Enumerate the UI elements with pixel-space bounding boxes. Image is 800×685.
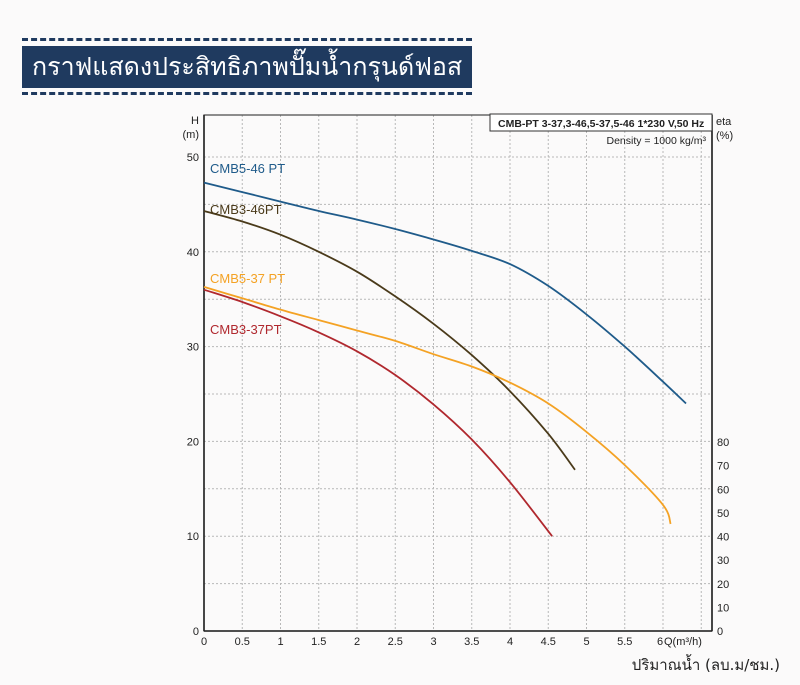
x-tick-label: 2.5	[388, 636, 403, 648]
x-tick-label: 3.5	[464, 636, 479, 648]
title-banner: กราฟแสดงประสิทธิภาพปั๊มน้ำกรุนด์ฟอส	[22, 38, 472, 96]
x-tick-label: 5	[583, 636, 589, 648]
x-axis-title: ปริมาณน้ำ (ลบ.ม/ชม.)	[632, 654, 780, 674]
eta-tick-label: 30	[717, 555, 729, 567]
dashed-divider-top	[22, 38, 472, 41]
x-tick-label: 4	[507, 636, 513, 648]
eta-tick-label: 70	[717, 461, 729, 473]
x-tick-label: 1	[277, 636, 283, 648]
chart-subtitle: Density = 1000 kg/m³	[606, 135, 706, 147]
y-axis-label-h: H	[191, 115, 199, 127]
eta-tick-label: 60	[717, 484, 729, 496]
x-tick-label: 3	[430, 636, 436, 648]
x-tick-label: 1.5	[311, 636, 326, 648]
y-tick-label: 20	[187, 436, 199, 448]
series-label: CMB3-37PT	[210, 322, 282, 337]
grid-lines	[204, 115, 712, 631]
y-tick-labels: 0 10 20 30 40 50	[187, 152, 199, 638]
y-tick-label: 50	[187, 152, 199, 164]
eta-tick-label: 20	[717, 579, 729, 591]
x-tick-label: 2	[354, 636, 360, 648]
y-tick-label: 40	[187, 247, 199, 259]
curve-cmb3-37pt	[203, 288, 553, 537]
eta-tick-label: 40	[717, 532, 729, 544]
info-box: CMB-PT 3-37,3-46,5-37,5-46 1*230 V,50 Hz…	[489, 113, 713, 147]
series-label: CMB5-37 PT	[210, 271, 285, 286]
eta-tick-label: 10	[717, 602, 729, 614]
page-title: กราฟแสดงประสิทธิภาพปั๊มน้ำกรุนด์ฟอส	[22, 46, 472, 88]
chart-title: CMB-PT 3-37,3-46,5-37,5-46 1*230 V,50 Hz	[498, 118, 704, 130]
y-tick-label: 30	[187, 342, 199, 354]
performance-curves	[203, 181, 687, 537]
curve-cmb3-46pt	[203, 210, 576, 471]
eta-tick-label: 0	[717, 626, 723, 638]
series-label: CMB5-46 PT	[210, 161, 285, 176]
curve-cmb5-37-pt	[203, 286, 672, 525]
x-tick-label: 0	[201, 636, 207, 648]
eta-axis-unit: (%)	[716, 130, 733, 142]
y-tick-label: 0	[193, 626, 199, 638]
x-axis-label: Q(m³/h)	[664, 636, 702, 648]
eta-tick-labels: 0 10 20 30 40 50 60 70 80	[717, 437, 729, 638]
x-tick-labels: 0 0.5 1 1.5 2 2.5 3 3.5 4 4.5 5 5.5 6	[201, 636, 663, 648]
series-label: CMB3-46PT	[210, 202, 282, 217]
eta-tick-label: 50	[717, 508, 729, 520]
dashed-divider-bottom	[22, 92, 472, 95]
x-tick-label: 4.5	[541, 636, 556, 648]
y-tick-label: 10	[187, 531, 199, 543]
y-axis-label-unit: (m)	[183, 129, 200, 141]
eta-axis-label: eta	[716, 116, 732, 128]
curve-cmb5-46-pt	[203, 181, 687, 405]
x-tick-label: 5.5	[617, 636, 632, 648]
series-labels: CMB5-46 PT CMB3-46PT CMB5-37 PT CMB3-37PT	[210, 161, 285, 337]
x-tick-label: 6	[657, 636, 663, 648]
eta-tick-label: 80	[717, 437, 729, 449]
x-tick-label: 0.5	[235, 636, 250, 648]
